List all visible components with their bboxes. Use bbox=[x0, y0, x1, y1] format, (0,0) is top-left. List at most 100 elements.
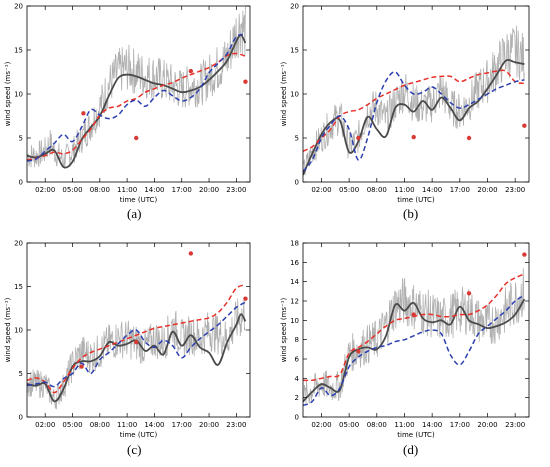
x-tick-label: 17:00 bbox=[450, 186, 470, 194]
caption-a: (a) bbox=[127, 206, 142, 221]
data-point bbox=[466, 135, 472, 141]
x-tick-label: 05:00 bbox=[62, 421, 82, 429]
series-model-blue bbox=[303, 71, 525, 172]
x-tick-label: 02:00 bbox=[35, 421, 55, 429]
y-tick-label: 0 bbox=[19, 179, 23, 187]
y-tick-label: 12 bbox=[290, 298, 299, 306]
x-tick-label: 08:00 bbox=[90, 186, 110, 194]
y-tick-label: 0 bbox=[19, 414, 23, 422]
y-tick-label: 16 bbox=[290, 259, 299, 267]
panel-c: 02:00 05:00 08:00 11:00 14:00 17:00 20:00 23:00… bbox=[4, 240, 251, 439]
data-point bbox=[243, 296, 248, 301]
y-tick-label: 0 bbox=[295, 414, 299, 422]
x-tick-label: 11:00 bbox=[117, 186, 137, 194]
y-tick-label: 10 bbox=[290, 317, 299, 325]
caption-d: (d) bbox=[403, 442, 419, 457]
data-point bbox=[466, 291, 472, 296]
x-tick-label: 02:00 bbox=[311, 421, 331, 429]
y-tick-label: 20 bbox=[14, 3, 23, 11]
data-point bbox=[522, 123, 527, 128]
y-tick-label: 14 bbox=[290, 278, 299, 286]
y-tick-label: 6 bbox=[295, 356, 300, 364]
data-point bbox=[356, 349, 361, 354]
x-tick-label: 23:00 bbox=[505, 421, 525, 429]
series-observed-raw bbox=[303, 25, 525, 176]
panel-b: 02:00 05:00 08:00 11:00 14:00 17:00 20:00 23:00… bbox=[280, 3, 530, 204]
x-tick-label: 23:00 bbox=[226, 186, 246, 194]
panel-a: 02:00 05:00 08:00 11:00 14:00 17:00 20:00 23:00… bbox=[4, 3, 251, 204]
x-axis-label: time (UTC) bbox=[120, 431, 158, 439]
x-tick-label: 08:00 bbox=[367, 186, 387, 194]
y-tick-label: 4 bbox=[295, 375, 300, 383]
y-tick-label: 18 bbox=[290, 240, 299, 248]
y-tick-label: 5 bbox=[19, 135, 23, 143]
x-tick-label: 17:00 bbox=[172, 421, 192, 429]
x-tick-label: 20:00 bbox=[199, 421, 219, 429]
series-model-red bbox=[27, 52, 246, 161]
plot-frame bbox=[26, 5, 251, 183]
data-point bbox=[81, 111, 86, 116]
x-tick-label: 14:00 bbox=[144, 186, 164, 194]
x-tick-label: 14:00 bbox=[422, 186, 442, 194]
y-tick-label: 2 bbox=[295, 394, 299, 402]
x-axis-label: time (UTC) bbox=[120, 196, 158, 204]
y-tick-label: 5 bbox=[295, 135, 299, 143]
x-tick-label: 17:00 bbox=[450, 421, 470, 429]
series-model-blue bbox=[303, 294, 525, 407]
x-tick-label: 23:00 bbox=[226, 421, 246, 429]
x-tick-label: 14:00 bbox=[144, 421, 164, 429]
y-tick-label: 20 bbox=[14, 240, 23, 248]
data-point bbox=[411, 134, 416, 140]
series-observed-smooth bbox=[27, 34, 247, 169]
plot-frame bbox=[302, 242, 530, 418]
x-axis-label: time (UTC) bbox=[397, 196, 435, 204]
x-tick-label: 23:00 bbox=[505, 186, 525, 194]
y-tick-label: 10 bbox=[290, 91, 299, 99]
x-tick-label: 11:00 bbox=[394, 421, 414, 429]
data-point bbox=[356, 135, 361, 141]
series-observed-smooth bbox=[303, 298, 526, 403]
panel-d: 02:00 05:00 08:00 11:00 14:00 17:00 20:00 23:00… bbox=[280, 240, 530, 439]
series-observed-raw bbox=[27, 298, 246, 410]
data-point bbox=[411, 312, 416, 317]
x-tick-label: 17:00 bbox=[172, 186, 192, 194]
x-tick-label: 20:00 bbox=[477, 186, 497, 194]
series-observed-smooth bbox=[27, 313, 247, 403]
x-axis-label: time (UTC) bbox=[397, 431, 435, 439]
y-tick-label: 10 bbox=[14, 91, 23, 99]
data-point bbox=[522, 252, 527, 257]
x-tick-label: 14:00 bbox=[422, 421, 442, 429]
x-tick-label: 11:00 bbox=[394, 186, 414, 194]
y-axis-label: wind speed (ms⁻¹) bbox=[4, 61, 12, 126]
y-tick-label: 10 bbox=[14, 327, 23, 335]
x-tick-label: 08:00 bbox=[367, 421, 387, 429]
series-model-red bbox=[27, 284, 246, 394]
x-tick-label: 02:00 bbox=[35, 186, 55, 194]
caption-b: (b) bbox=[403, 206, 419, 221]
x-tick-label: 20:00 bbox=[477, 421, 497, 429]
data-point bbox=[188, 251, 194, 256]
x-tick-label: 02:00 bbox=[311, 186, 331, 194]
data-point bbox=[79, 364, 84, 369]
caption-c: (c) bbox=[127, 442, 142, 457]
plot-frame bbox=[302, 5, 530, 183]
data-point bbox=[134, 135, 139, 141]
x-tick-label: 20:00 bbox=[199, 186, 219, 194]
series-model-blue bbox=[27, 33, 246, 162]
data-point bbox=[134, 339, 139, 345]
y-axis-label: wind speed (ms⁻¹) bbox=[280, 61, 288, 126]
series-observed-raw bbox=[303, 268, 525, 404]
x-tick-label: 05:00 bbox=[339, 186, 359, 194]
data-point bbox=[243, 79, 248, 84]
y-tick-label: 0 bbox=[295, 179, 299, 187]
series-observed-smooth bbox=[303, 59, 525, 176]
y-tick-label: 20 bbox=[290, 3, 299, 11]
series-observed-raw bbox=[27, 6, 246, 169]
y-tick-label: 5 bbox=[19, 370, 23, 378]
y-axis-label: wind speed (ms⁻¹) bbox=[4, 297, 12, 362]
y-axis-label: wind speed (ms⁻¹) bbox=[280, 297, 288, 362]
y-tick-label: 15 bbox=[14, 47, 23, 55]
data-point bbox=[188, 68, 194, 74]
